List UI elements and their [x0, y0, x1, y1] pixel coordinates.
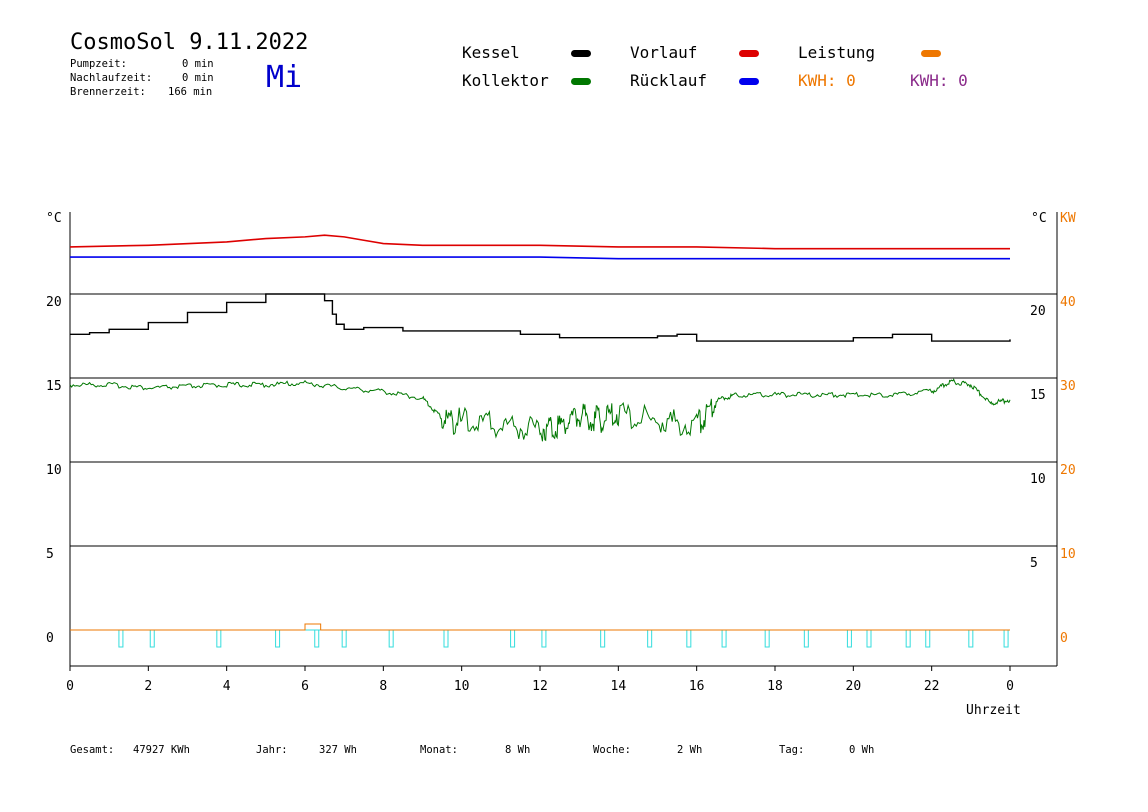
pump-pulse: [925, 629, 931, 648]
legend-ruecklauf: Rücklauf: [630, 71, 708, 90]
footer-monat-label: Monat:: [420, 744, 458, 756]
stat-value-pumpzeit: 0 min: [182, 58, 214, 70]
footer-tag-label: Tag:: [779, 744, 805, 756]
footer-woche-value: 2 Wh: [677, 744, 703, 756]
y-tick-left: 0: [46, 631, 54, 646]
pump-pulse: [764, 629, 770, 648]
pump-pulse: [149, 629, 155, 648]
page-title: CosmoSol 9.11.2022: [70, 30, 309, 55]
pump-pulse: [600, 629, 606, 648]
y-tick-left: 15: [46, 379, 62, 394]
x-tick-label: 14: [611, 679, 627, 694]
pump-pulse: [216, 629, 222, 648]
pump-pulse: [510, 629, 516, 648]
y-unit-power: KW: [1060, 211, 1076, 226]
pump-pulse: [721, 629, 727, 648]
y-tick-left: 5: [46, 547, 54, 562]
series-kollektor: [69, 378, 1011, 442]
pump-pulse: [541, 629, 547, 648]
pump-pulse: [314, 629, 320, 648]
y-tick-right: 10: [1030, 472, 1046, 487]
legend-swatch-vorlauf: [739, 50, 759, 57]
x-tick-label: 20: [846, 679, 862, 694]
y-tick-power: 10: [1060, 547, 1076, 562]
footer-tag-value: 0 Wh: [849, 744, 875, 756]
pump-pulse: [443, 629, 449, 648]
x-tick-label: 8: [379, 679, 387, 694]
stat-label-brennerzeit: Brennerzeit:: [70, 86, 146, 98]
legend-swatch-kessel: [571, 50, 591, 57]
y-tick-right: 5: [1030, 556, 1038, 571]
series-vorlauf: [69, 234, 1010, 250]
x-tick-label: 10: [454, 679, 470, 694]
legend-kessel: Kessel: [462, 43, 520, 62]
x-tick-label: 18: [767, 679, 783, 694]
series-ruecklauf: [70, 256, 1010, 260]
stat-value-brennerzeit: 166 min: [168, 86, 213, 98]
pump-pulse: [341, 629, 347, 648]
footer-jahr-label: Jahr:: [256, 744, 288, 756]
y-tick-left: 20: [46, 295, 62, 310]
pump-pulse: [1003, 629, 1009, 648]
pump-pulse: [846, 629, 852, 648]
pump-pulse: [905, 629, 911, 648]
legend-swatch-ruecklauf: [739, 78, 759, 85]
y-tick-right: 15: [1030, 388, 1046, 403]
x-tick-label: 12: [532, 679, 548, 694]
pump-pulse: [803, 629, 809, 648]
y-unit-left: °C: [46, 211, 62, 226]
footer-gesamt-label: Gesamt:: [70, 744, 115, 756]
legend-kwh-purple: KWH: 0: [910, 71, 968, 90]
pump-pulse: [686, 629, 692, 648]
stat-value-nachlaufzeit: 0 min: [182, 72, 214, 84]
y-tick-power: 0: [1060, 631, 1068, 646]
footer-gesamt-value: 47927 KWh: [133, 744, 190, 756]
x-tick-label: 6: [301, 679, 309, 694]
y-tick-left: 10: [46, 463, 62, 478]
series-leistung: [70, 623, 1010, 631]
footer-monat-value: 8 Wh: [505, 744, 531, 756]
series-kessel: [70, 293, 1011, 342]
x-tick-label: 0: [1006, 679, 1014, 694]
stat-label-nachlaufzeit: Nachlaufzeit:: [70, 72, 153, 84]
x-tick-label: 16: [689, 679, 705, 694]
pump-pulse: [866, 629, 872, 648]
x-tick-label: 2: [144, 679, 152, 694]
stat-label-pumpzeit: Pumpzeit:: [70, 58, 127, 70]
legend-vorlauf: Vorlauf: [630, 43, 698, 62]
y-tick-power: 20: [1060, 463, 1076, 478]
pump-pulse: [118, 629, 124, 648]
weekday-label: Mi: [266, 60, 303, 95]
y-tick-power: 40: [1060, 295, 1076, 310]
pump-pulse: [968, 629, 974, 648]
y-unit-right: °C: [1031, 211, 1047, 226]
legend-leistung: Leistung: [798, 43, 876, 62]
pump-pulse: [388, 629, 394, 648]
y-tick-power: 30: [1060, 379, 1076, 394]
x-axis-label: Uhrzeit: [966, 703, 1021, 718]
footer-jahr-value: 327 Wh: [319, 744, 357, 756]
legend-swatch-kollektor: [571, 78, 591, 85]
x-tick-label: 0: [66, 679, 74, 694]
x-tick-label: 22: [924, 679, 940, 694]
legend-kollektor: Kollektor: [462, 71, 549, 90]
x-tick-label: 4: [223, 679, 231, 694]
y-tick-right: 20: [1030, 304, 1046, 319]
pump-pulse: [275, 629, 281, 648]
legend-kwh-orange: KWH: 0: [798, 71, 856, 90]
pump-pulse: [647, 629, 653, 648]
legend-swatch-leistung: [921, 50, 941, 57]
footer-woche-label: Woche:: [593, 744, 631, 756]
